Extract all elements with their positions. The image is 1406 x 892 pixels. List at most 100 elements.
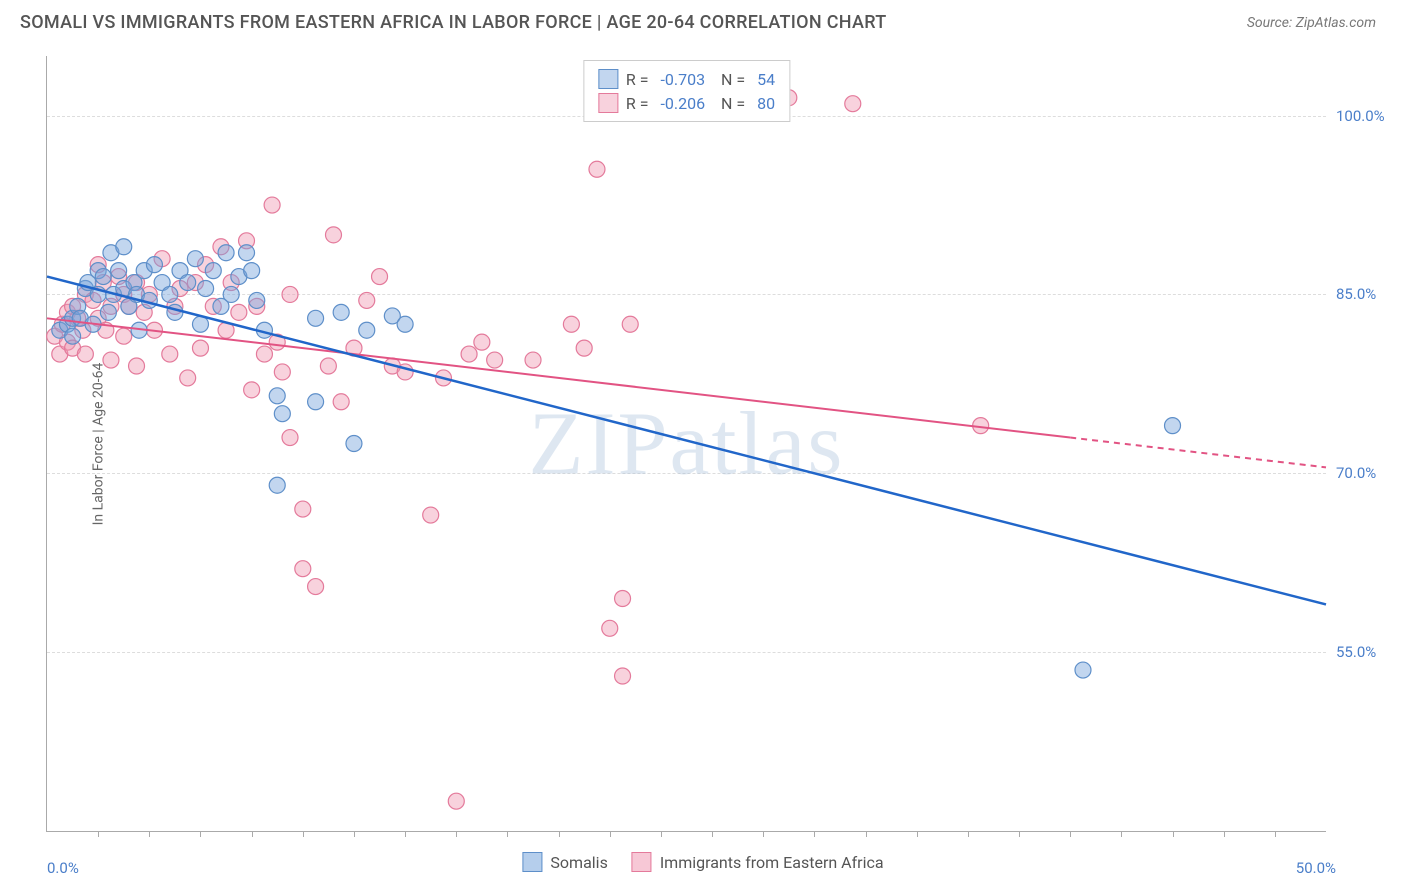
data-point xyxy=(239,245,255,261)
stat-r-label: R = xyxy=(626,70,653,89)
data-point xyxy=(602,620,618,636)
xtick xyxy=(917,831,918,837)
xtick xyxy=(968,831,969,837)
legend-label: Immigrants from Eastern Africa xyxy=(660,853,884,872)
legend-label: Somalis xyxy=(550,853,607,872)
xtick xyxy=(712,831,713,837)
legend-item-somalis: Somalis xyxy=(522,852,607,872)
xaxis-min-label: 0.0% xyxy=(47,859,79,877)
ytick-label: 100.0% xyxy=(1336,107,1396,125)
stat-n-value-2: 80 xyxy=(757,94,775,113)
xtick xyxy=(610,831,611,837)
data-point xyxy=(333,304,349,320)
data-point xyxy=(346,436,362,452)
data-point xyxy=(256,346,272,362)
data-point xyxy=(576,340,592,356)
xtick xyxy=(1121,831,1122,837)
data-point xyxy=(461,346,477,362)
xtick xyxy=(252,831,253,837)
xtick xyxy=(661,831,662,837)
chart-container: SOMALI VS IMMIGRANTS FROM EASTERN AFRICA… xyxy=(0,0,1406,892)
data-point xyxy=(269,388,285,404)
data-point xyxy=(264,197,280,213)
data-point xyxy=(295,561,311,577)
data-point xyxy=(397,316,413,332)
data-point xyxy=(359,322,375,338)
data-point xyxy=(223,286,239,302)
title-bar: SOMALI VS IMMIGRANTS FROM EASTERN AFRICA… xyxy=(0,0,1406,41)
data-point xyxy=(192,340,208,356)
xtick xyxy=(1224,831,1225,837)
data-point xyxy=(244,382,260,398)
legend-swatch-eafrica xyxy=(598,93,618,113)
xtick xyxy=(149,831,150,837)
data-point xyxy=(448,793,464,809)
stat-n-label: N = xyxy=(713,70,749,89)
data-point xyxy=(77,346,93,362)
legend-swatch-bottom-1 xyxy=(522,852,542,872)
plot-svg xyxy=(47,56,1326,831)
data-point xyxy=(423,507,439,523)
ytick-label: 55.0% xyxy=(1336,643,1396,661)
xtick xyxy=(354,831,355,837)
data-point xyxy=(129,358,145,374)
chart-title: SOMALI VS IMMIGRANTS FROM EASTERN AFRICA… xyxy=(20,12,887,33)
legend-stats: R = -0.703 N = 54 R = -0.206 N = 80 xyxy=(583,60,790,122)
ytick-label: 70.0% xyxy=(1336,464,1396,482)
data-point xyxy=(525,352,541,368)
data-point xyxy=(65,328,81,344)
xtick xyxy=(814,831,815,837)
data-point xyxy=(308,579,324,595)
xaxis-max-label: 50.0% xyxy=(1296,859,1336,877)
xtick xyxy=(1173,831,1174,837)
data-point xyxy=(615,668,631,684)
data-point xyxy=(359,292,375,308)
data-point xyxy=(308,394,324,410)
stat-r-value-2: -0.206 xyxy=(660,94,705,113)
data-point xyxy=(249,292,265,308)
data-point xyxy=(282,286,298,302)
data-point xyxy=(274,364,290,380)
data-point xyxy=(95,269,111,285)
data-point xyxy=(622,316,638,332)
xtick xyxy=(98,831,99,837)
data-point xyxy=(205,263,221,279)
legend-item-eafrica: Immigrants from Eastern Africa xyxy=(632,852,884,872)
data-point xyxy=(146,257,162,273)
data-point xyxy=(563,316,579,332)
data-point xyxy=(308,310,324,326)
trendline xyxy=(47,277,1326,605)
data-point xyxy=(103,352,119,368)
xtick xyxy=(866,831,867,837)
data-point xyxy=(180,275,196,291)
data-point xyxy=(162,346,178,362)
trendline xyxy=(47,318,1070,437)
data-point xyxy=(231,304,247,320)
data-point xyxy=(474,334,490,350)
xtick xyxy=(1275,831,1276,837)
data-point xyxy=(615,591,631,607)
xtick xyxy=(456,831,457,837)
xtick xyxy=(1019,831,1020,837)
stat-n-value-1: 54 xyxy=(757,70,775,89)
stat-r-label: R = xyxy=(626,94,653,113)
legend-swatch-somalis xyxy=(598,69,618,89)
data-point xyxy=(1165,418,1181,434)
xtick xyxy=(1070,831,1071,837)
legend-bottom: Somalis Immigrants from Eastern Africa xyxy=(522,852,883,872)
xtick xyxy=(303,831,304,837)
xtick xyxy=(559,831,560,837)
legend-stats-row-2: R = -0.206 N = 80 xyxy=(598,91,775,115)
data-point xyxy=(325,227,341,243)
data-point xyxy=(192,316,208,332)
data-point xyxy=(116,239,132,255)
data-point xyxy=(320,358,336,374)
data-point xyxy=(111,263,127,279)
legend-stats-row-1: R = -0.703 N = 54 xyxy=(598,67,775,91)
data-point xyxy=(1075,662,1091,678)
data-point xyxy=(487,352,503,368)
data-point xyxy=(218,245,234,261)
data-point xyxy=(845,96,861,112)
trendline-dashed xyxy=(1070,438,1326,468)
stat-r-value-1: -0.703 xyxy=(660,70,705,89)
